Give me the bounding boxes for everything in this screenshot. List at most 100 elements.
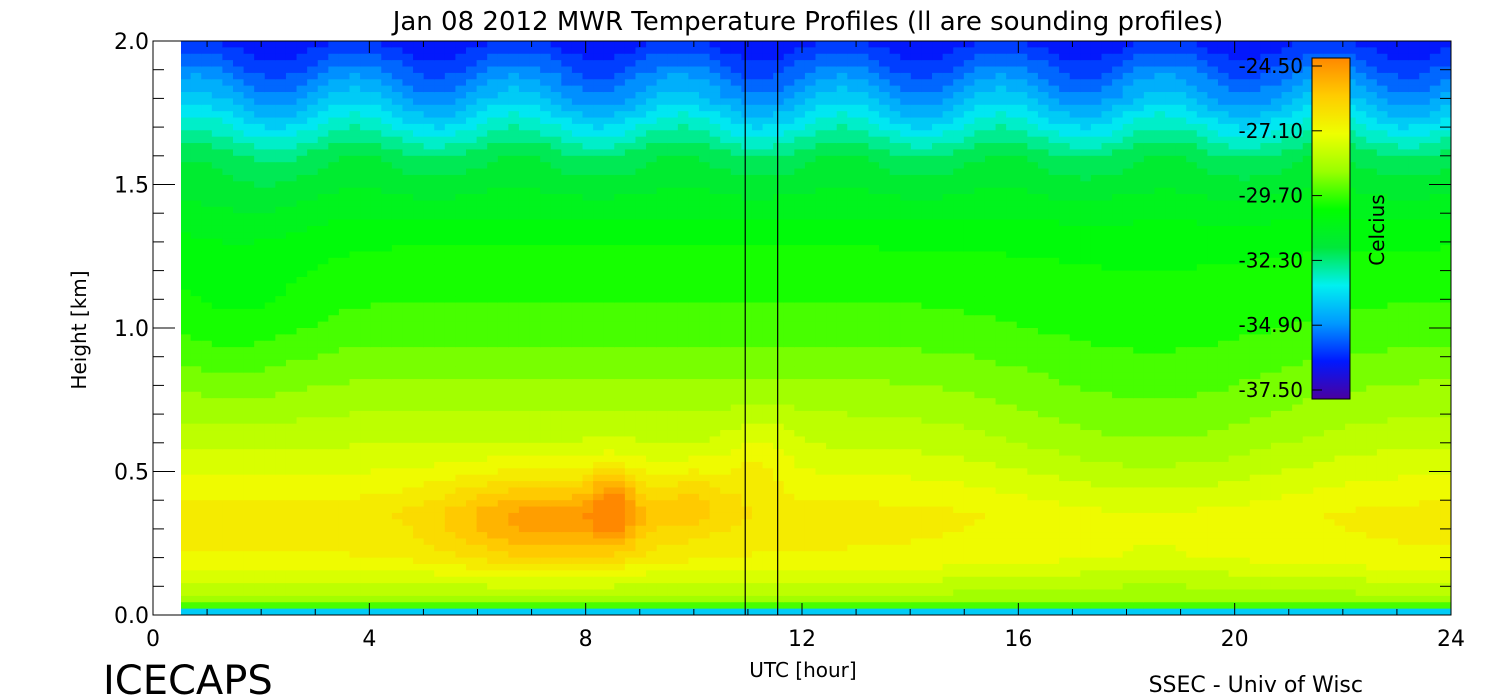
heatmap-cell: [571, 379, 584, 386]
heatmap-cell: [518, 232, 531, 240]
heatmap-cell: [201, 194, 213, 202]
heatmap-cell: [423, 168, 435, 176]
heatmap-cell: [677, 60, 690, 68]
heatmap-cell: [338, 117, 351, 125]
heatmap-cell: [550, 436, 562, 444]
heatmap-cell: [243, 264, 255, 272]
heatmap-cell: [677, 410, 690, 418]
heatmap-cell: [699, 481, 711, 489]
heatmap-cell: [338, 436, 351, 444]
heatmap-cell: [571, 359, 584, 367]
heatmap-cell: [360, 519, 372, 527]
heatmap-cell: [285, 47, 298, 55]
heatmap-cell: [423, 557, 435, 565]
heatmap-cell: [307, 487, 319, 495]
heatmap-cell: [338, 359, 351, 367]
heatmap-cell: [751, 449, 764, 457]
heatmap-cell: [497, 308, 509, 316]
heatmap-cell: [656, 200, 668, 208]
heatmap-cell: [413, 602, 425, 610]
heatmap-cell: [476, 449, 488, 457]
heatmap-cell: [614, 276, 626, 284]
heatmap-cell: [328, 123, 340, 131]
heatmap-cell: [540, 595, 552, 603]
heatmap-cell: [730, 474, 742, 482]
heatmap-cell: [455, 296, 467, 304]
heatmap-cell: [328, 206, 340, 214]
heatmap-cell: [275, 359, 287, 367]
heatmap-cell: [720, 149, 732, 157]
heatmap-cell: [264, 602, 276, 610]
heatmap-cell: [317, 200, 329, 208]
heatmap-cell: [762, 270, 774, 278]
heatmap-cell: [487, 200, 499, 208]
heatmap-cell: [561, 334, 573, 342]
heatmap-cell: [423, 308, 435, 316]
heatmap-cell: [444, 289, 457, 297]
heatmap-cell: [402, 493, 414, 501]
heatmap-cell: [211, 423, 224, 431]
heatmap-cell: [349, 149, 361, 157]
heatmap-cell: [338, 602, 351, 610]
heatmap-cell: [243, 181, 255, 189]
heatmap-cell: [243, 206, 255, 214]
heatmap-cell: [381, 525, 393, 533]
heatmap-cell: [285, 79, 298, 87]
heatmap-cell: [751, 245, 764, 253]
heatmap-cell: [561, 66, 573, 74]
heatmap-cell: [751, 493, 764, 501]
heatmap-cell: [550, 557, 562, 565]
heatmap-cell: [360, 276, 372, 284]
heatmap-cell: [720, 340, 732, 348]
heatmap-cell: [603, 500, 615, 508]
heatmap-cell: [582, 442, 594, 450]
heatmap-cell: [741, 474, 753, 482]
heatmap-cell: [476, 583, 488, 591]
heatmap-cell: [497, 449, 509, 457]
heatmap-cell: [593, 474, 605, 482]
heatmap-cell: [413, 404, 425, 412]
heatmap-cell: [296, 104, 308, 112]
heatmap-cell: [603, 481, 615, 489]
heatmap-cell: [550, 98, 562, 106]
heatmap-cell: [720, 551, 732, 559]
heatmap-cell: [222, 270, 234, 278]
heatmap-cell: [741, 213, 753, 221]
heatmap-cell: [624, 398, 637, 406]
heatmap-cell: [677, 468, 690, 476]
heatmap-cell: [222, 302, 234, 310]
heatmap-cell: [518, 551, 531, 559]
heatmap-cell: [307, 589, 319, 597]
heatmap-cell: [550, 347, 562, 355]
heatmap-cell: [677, 264, 690, 272]
heatmap-cell: [455, 372, 467, 380]
heatmap-cell: [338, 493, 351, 501]
heatmap-cell: [677, 98, 690, 106]
heatmap-cell: [614, 417, 626, 425]
heatmap-cell: [434, 379, 446, 386]
heatmap-cell: [181, 245, 192, 253]
heatmap-cell: [201, 468, 213, 476]
heatmap-cell: [624, 130, 637, 138]
heatmap-cell: [603, 398, 615, 406]
heatmap-cell: [646, 206, 658, 214]
heatmap-cell: [582, 551, 594, 559]
heatmap-cell: [328, 168, 340, 176]
heatmap-cell: [201, 602, 213, 610]
heatmap-cell: [730, 506, 742, 514]
heatmap-cell: [254, 155, 266, 163]
heatmap-cell: [582, 143, 594, 151]
heatmap-cell: [688, 519, 700, 527]
heatmap-cell: [540, 551, 552, 559]
heatmap-cell: [656, 270, 668, 278]
heatmap-cell: [720, 449, 732, 457]
heatmap-cell: [413, 417, 425, 425]
heatmap-cell: [762, 149, 774, 157]
heatmap-cell: [201, 187, 213, 195]
heatmap-cell: [391, 487, 404, 495]
heatmap-cell: [540, 79, 552, 87]
heatmap-cell: [677, 442, 690, 450]
heatmap-cell: [444, 92, 457, 99]
heatmap-cell: [434, 404, 446, 412]
heatmap-cell: [349, 238, 361, 246]
